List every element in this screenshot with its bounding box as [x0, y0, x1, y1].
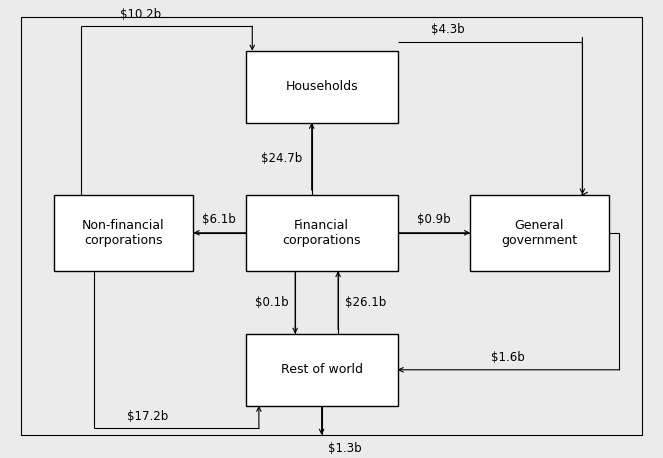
- Text: $10.2b: $10.2b: [120, 8, 161, 21]
- Text: $0.1b: $0.1b: [255, 296, 288, 309]
- Text: $4.3b: $4.3b: [430, 23, 464, 37]
- Text: $1.6b: $1.6b: [491, 351, 525, 365]
- FancyBboxPatch shape: [246, 51, 398, 123]
- FancyBboxPatch shape: [54, 195, 193, 271]
- FancyBboxPatch shape: [470, 195, 609, 271]
- Text: Financial
corporations: Financial corporations: [282, 219, 361, 247]
- Text: General
government: General government: [501, 219, 577, 247]
- Text: Non-financial
corporations: Non-financial corporations: [82, 219, 165, 247]
- FancyBboxPatch shape: [246, 195, 398, 271]
- Text: $0.9b: $0.9b: [417, 213, 451, 226]
- Text: Households: Households: [285, 80, 358, 93]
- Text: $6.1b: $6.1b: [202, 213, 236, 226]
- Text: $24.7b: $24.7b: [261, 152, 302, 165]
- Text: $17.2b: $17.2b: [127, 410, 168, 423]
- Text: $26.1b: $26.1b: [345, 296, 386, 309]
- Text: $1.3b: $1.3b: [328, 442, 362, 455]
- Text: Rest of world: Rest of world: [280, 363, 363, 376]
- FancyBboxPatch shape: [246, 334, 398, 406]
